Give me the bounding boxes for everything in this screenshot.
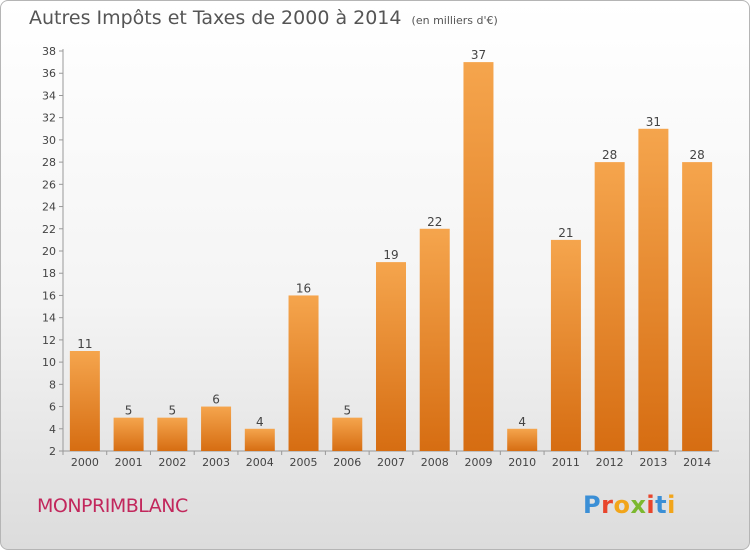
y-tick-label: 28 [42, 156, 56, 169]
y-tick-label: 12 [42, 334, 56, 347]
x-tick-label: 2000 [71, 456, 99, 469]
logo-letter: i [667, 491, 676, 519]
bar-2010 [507, 428, 538, 451]
bar-value-label: 11 [77, 337, 92, 351]
y-tick-label: 30 [42, 134, 56, 147]
y-tick-label: 36 [42, 67, 56, 80]
bar-2004 [244, 428, 275, 451]
bar-value-label: 31 [646, 115, 661, 129]
logo-letter: x [630, 491, 647, 519]
bar-2013 [638, 128, 669, 451]
logo-letter: i [646, 491, 656, 519]
chart-title: Autres Impôts et Taxes de 2000 à 2014 (e… [29, 7, 498, 29]
bar-value-label: 37 [471, 48, 486, 62]
logo-letter: P [583, 491, 602, 519]
bar-2014 [682, 162, 713, 451]
bar-2005 [288, 295, 319, 451]
bar-2011 [550, 239, 581, 451]
y-tick-label: 6 [49, 401, 56, 414]
bar-value-label: 28 [602, 148, 617, 162]
bar-value-label: 21 [558, 226, 573, 240]
x-tick-label: 2007 [377, 456, 405, 469]
bar-value-label: 19 [383, 248, 398, 262]
bar-value-label: 16 [296, 281, 311, 295]
x-tick-label: 2010 [508, 456, 536, 469]
bar-2000 [69, 351, 100, 451]
x-tick-label: 2001 [115, 456, 143, 469]
x-tick-label: 2012 [596, 456, 624, 469]
bar-2012 [594, 162, 625, 451]
y-tick-label: 24 [42, 201, 56, 214]
y-tick-label: 10 [42, 356, 56, 369]
logo-letter: t [655, 491, 668, 519]
logo-letter: o [613, 491, 631, 519]
bar-value-label: 5 [125, 404, 133, 418]
x-tick-label: 2013 [639, 456, 667, 469]
y-tick-label: 22 [42, 223, 56, 236]
bar-2003 [201, 406, 232, 451]
y-tick-label: 26 [42, 178, 56, 191]
y-tick-label: 34 [42, 89, 56, 102]
x-tick-label: 2014 [683, 456, 711, 469]
y-tick-label: 32 [42, 112, 56, 125]
x-tick-label: 2011 [552, 456, 580, 469]
bar-value-label: 4 [256, 415, 264, 429]
y-tick-label: 16 [42, 289, 56, 302]
x-tick-label: 2008 [421, 456, 449, 469]
x-tick-label: 2003 [202, 456, 230, 469]
bar-value-label: 4 [518, 415, 526, 429]
bar-2009 [463, 62, 494, 451]
x-tick-label: 2004 [246, 456, 274, 469]
bar-2002 [157, 417, 188, 451]
y-tick-label: 14 [42, 312, 56, 325]
proxiti-logo: Proxiti [583, 491, 676, 519]
bar-2001 [113, 417, 144, 451]
bar-value-label: 5 [169, 404, 177, 418]
bar-value-label: 28 [689, 148, 704, 162]
y-tick-label: 4 [49, 423, 56, 436]
y-tick-label: 38 [42, 45, 56, 58]
y-tick-label: 18 [42, 267, 56, 280]
y-tick-label: 2 [49, 445, 56, 458]
chart-unit: (en milliers d'€) [411, 14, 498, 27]
bar-value-label: 5 [343, 404, 351, 418]
y-tick-label: 8 [49, 378, 56, 391]
y-tick-label: 20 [42, 245, 56, 258]
chart-title-text: Autres Impôts et Taxes de 2000 à 2014 [29, 7, 402, 29]
bar-2007 [376, 262, 406, 451]
x-tick-label: 2006 [333, 456, 361, 469]
bar-2008 [419, 228, 450, 451]
x-tick-label: 2002 [158, 456, 186, 469]
bar-value-label: 22 [427, 215, 442, 229]
bar-value-label: 6 [212, 393, 220, 407]
x-tick-label: 2009 [464, 456, 492, 469]
logo-letter: r [601, 491, 614, 519]
commune-name: MONPRIMBLANC [37, 495, 188, 517]
bar-2006 [332, 417, 363, 451]
x-tick-label: 2005 [290, 456, 318, 469]
